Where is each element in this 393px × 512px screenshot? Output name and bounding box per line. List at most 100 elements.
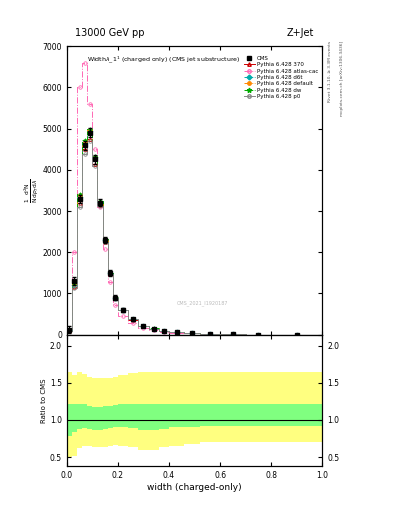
Pythia 6.428 d6t (87, 127, 92, 134)
Pythia 6.428 370 (113, 295, 118, 301)
Pythia 6.428 p0 (174, 329, 179, 335)
Pythia 6.428 default (190, 330, 195, 336)
Pythia 6.428 370 (83, 146, 87, 152)
Pythia 6.428 atlas-cac (72, 249, 77, 255)
Pythia 6.428 dw (190, 330, 195, 336)
Pythia 6.428 dw (87, 125, 92, 132)
Pythia 6.428 dw (131, 316, 136, 322)
Pythia 6.428 atlas-cac (93, 146, 97, 152)
Pythia 6.428 370 (190, 330, 195, 336)
Pythia 6.428 atlas-cac (77, 84, 82, 91)
Pythia 6.428 370 (103, 239, 108, 245)
Legend: CMS, Pythia 6.428 370, Pythia 6.428 atlas-cac, Pythia 6.428 d6t, Pythia 6.428 de: CMS, Pythia 6.428 370, Pythia 6.428 atla… (242, 55, 320, 100)
Pythia 6.428 dw (108, 269, 113, 275)
Pythia 6.428 370 (230, 331, 235, 337)
Pythia 6.428 dw (83, 137, 87, 143)
Pythia 6.428 dw (67, 328, 72, 334)
Pythia 6.428 370 (77, 200, 82, 206)
Text: Width$\lambda\_1^1$ (charged only) (CMS jet substructure): Width$\lambda\_1^1$ (charged only) (CMS … (87, 55, 241, 66)
Line: Pythia 6.428 dw: Pythia 6.428 dw (68, 127, 298, 336)
Pythia 6.428 atlas-cac (230, 331, 235, 337)
Pythia 6.428 default (256, 331, 261, 337)
Pythia 6.428 370 (67, 328, 72, 334)
Pythia 6.428 d6t (230, 331, 235, 337)
Pythia 6.428 atlas-cac (190, 330, 195, 336)
Pythia 6.428 p0 (131, 316, 136, 323)
Pythia 6.428 default (103, 237, 108, 243)
Pythia 6.428 atlas-cac (141, 325, 146, 331)
Pythia 6.428 p0 (77, 204, 82, 210)
Line: Pythia 6.428 atlas-cac: Pythia 6.428 atlas-cac (68, 61, 298, 336)
Pythia 6.428 default (121, 307, 125, 313)
Pythia 6.428 default (141, 323, 146, 329)
Pythia 6.428 d6t (151, 326, 156, 332)
Line: Pythia 6.428 default: Pythia 6.428 default (68, 128, 298, 336)
Pythia 6.428 d6t (174, 329, 179, 335)
Pythia 6.428 default (87, 126, 92, 133)
Pythia 6.428 default (67, 328, 72, 334)
Pythia 6.428 370 (151, 326, 156, 332)
Pythia 6.428 dw (113, 294, 118, 300)
Pythia 6.428 370 (93, 161, 97, 167)
Pythia 6.428 default (294, 332, 299, 338)
Line: Pythia 6.428 p0: Pythia 6.428 p0 (68, 139, 298, 336)
Pythia 6.428 dw (256, 331, 261, 337)
Pythia 6.428 dw (174, 329, 179, 335)
Pythia 6.428 370 (174, 329, 179, 335)
Pythia 6.428 dw (162, 328, 166, 334)
Pythia 6.428 atlas-cac (87, 101, 92, 107)
Line: Pythia 6.428 d6t: Pythia 6.428 d6t (68, 129, 298, 336)
Pythia 6.428 d6t (208, 331, 212, 337)
Pythia 6.428 default (174, 329, 179, 335)
Pythia 6.428 370 (87, 136, 92, 142)
Pythia 6.428 p0 (103, 239, 108, 245)
Pythia 6.428 p0 (256, 331, 261, 337)
Pythia 6.428 atlas-cac (174, 330, 179, 336)
Pythia 6.428 atlas-cac (162, 329, 166, 335)
Pythia 6.428 d6t (67, 327, 72, 333)
Pythia 6.428 p0 (151, 326, 156, 332)
Pythia 6.428 370 (294, 332, 299, 338)
Pythia 6.428 p0 (108, 271, 113, 277)
Pythia 6.428 atlas-cac (151, 327, 156, 333)
Pythia 6.428 d6t (93, 154, 97, 160)
Pythia 6.428 atlas-cac (121, 313, 125, 319)
Pythia 6.428 370 (121, 307, 125, 313)
Pythia 6.428 atlas-cac (256, 331, 261, 337)
Text: 13000 GeV pp: 13000 GeV pp (75, 28, 144, 38)
Pythia 6.428 p0 (121, 307, 125, 313)
Text: CMS_2021_I1920187: CMS_2021_I1920187 (176, 300, 228, 306)
Pythia 6.428 default (72, 281, 77, 287)
Pythia 6.428 d6t (141, 323, 146, 329)
Pythia 6.428 d6t (108, 270, 113, 276)
Pythia 6.428 370 (72, 284, 77, 290)
Pythia 6.428 dw (97, 198, 102, 204)
Pythia 6.428 p0 (230, 331, 235, 337)
Pythia 6.428 default (113, 294, 118, 301)
Pythia 6.428 atlas-cac (67, 327, 72, 333)
Pythia 6.428 default (151, 326, 156, 332)
Pythia 6.428 dw (208, 331, 212, 337)
Pythia 6.428 370 (141, 323, 146, 329)
Pythia 6.428 370 (97, 202, 102, 208)
Pythia 6.428 p0 (208, 331, 212, 337)
Pythia 6.428 default (230, 331, 235, 337)
Pythia 6.428 atlas-cac (108, 279, 113, 285)
Pythia 6.428 d6t (103, 237, 108, 243)
Pythia 6.428 d6t (97, 199, 102, 205)
Text: Rivet 3.1.10, ≥ 3.3M events: Rivet 3.1.10, ≥ 3.3M events (328, 41, 332, 102)
Pythia 6.428 default (83, 139, 87, 145)
Pythia 6.428 d6t (294, 332, 299, 338)
Pythia 6.428 default (162, 328, 166, 334)
Pythia 6.428 p0 (83, 151, 87, 157)
Pythia 6.428 370 (131, 316, 136, 323)
Pythia 6.428 dw (77, 190, 82, 197)
Pythia 6.428 d6t (77, 194, 82, 200)
Text: mcplots.cern.ch [arXiv:1306.3436]: mcplots.cern.ch [arXiv:1306.3436] (340, 41, 344, 116)
Pythia 6.428 p0 (93, 163, 97, 169)
Text: Z+Jet: Z+Jet (287, 28, 314, 38)
Pythia 6.428 d6t (131, 316, 136, 323)
Pythia 6.428 p0 (141, 323, 146, 329)
Y-axis label: Ratio to CMS: Ratio to CMS (41, 378, 47, 422)
Pythia 6.428 atlas-cac (97, 204, 102, 210)
